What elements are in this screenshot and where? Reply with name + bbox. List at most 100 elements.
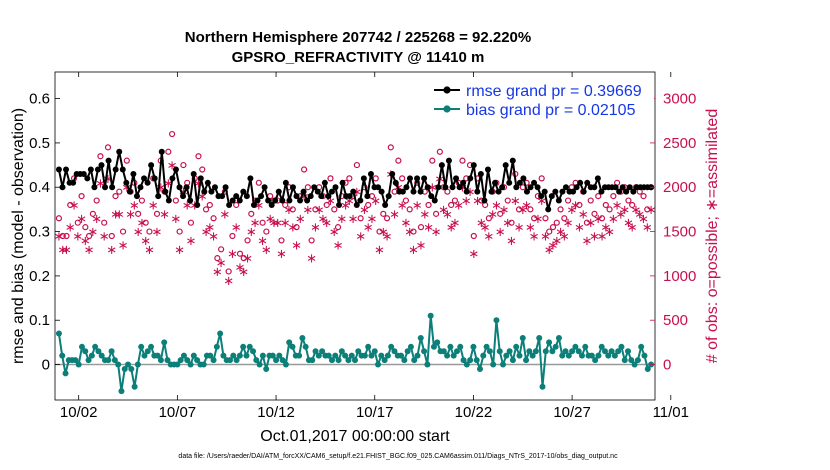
assimilated-obs-point: ∗ bbox=[174, 243, 185, 258]
bias-point bbox=[299, 334, 306, 341]
bias-point bbox=[213, 343, 220, 350]
bias-point bbox=[59, 352, 66, 359]
rmse-point bbox=[102, 184, 109, 191]
possible-obs-point bbox=[353, 161, 360, 169]
x-tick-label: 10/02 bbox=[60, 404, 98, 421]
rmse-point bbox=[612, 184, 619, 191]
assimilated-obs-point: ∗ bbox=[363, 221, 374, 236]
assimilated-obs-point: ∗ bbox=[378, 225, 389, 240]
possible-obs-point bbox=[602, 201, 609, 209]
bias-point bbox=[375, 361, 382, 368]
possible-obs-point bbox=[176, 228, 183, 235]
rmse-point bbox=[162, 188, 169, 195]
possible-obs-point bbox=[199, 166, 206, 173]
bias-point bbox=[342, 352, 349, 359]
bias-point bbox=[644, 365, 651, 372]
assimilated-obs-point: ∗ bbox=[261, 243, 272, 258]
bias-point bbox=[296, 352, 303, 359]
assimilated-obs-point: ∗ bbox=[389, 207, 400, 222]
assimilated-obs-point: ∗ bbox=[355, 230, 366, 245]
assimilated-obs-point: ∗ bbox=[457, 181, 468, 196]
rmse-point bbox=[176, 184, 183, 191]
bias-point bbox=[611, 352, 618, 359]
possible-obs-point bbox=[82, 224, 89, 231]
possible-obs-point bbox=[165, 148, 172, 155]
bias-point bbox=[141, 352, 148, 359]
bias-point bbox=[562, 348, 569, 355]
possible-obs-point bbox=[383, 215, 391, 222]
bias-point bbox=[365, 343, 372, 350]
assimilated-obs-point: ∗ bbox=[604, 225, 615, 240]
possible-obs-point bbox=[561, 215, 568, 222]
assimilated-obs-point: ∗ bbox=[615, 207, 626, 222]
bias-point bbox=[391, 348, 398, 355]
bias-point bbox=[210, 357, 217, 364]
rmse-point bbox=[219, 193, 226, 200]
assimilated-obs-point: ∗ bbox=[216, 256, 227, 271]
bias-point bbox=[565, 352, 572, 359]
rmse-point bbox=[410, 188, 417, 195]
bias-point bbox=[131, 383, 138, 390]
bias-point bbox=[85, 357, 92, 364]
possible-obs-point bbox=[515, 206, 523, 213]
possible-obs-point bbox=[380, 210, 387, 217]
bias-point bbox=[631, 361, 638, 368]
bias-point bbox=[256, 361, 263, 368]
assimilated-obs-point: ∗ bbox=[91, 212, 102, 227]
bias-point bbox=[180, 352, 187, 359]
rmse-point bbox=[591, 184, 598, 191]
assimilated-obs-point: ∗ bbox=[427, 181, 438, 196]
rmse-point bbox=[286, 197, 293, 204]
assimilated-obs-point: ∗ bbox=[242, 252, 253, 267]
assimilated-obs-point: ∗ bbox=[291, 238, 302, 253]
possible-obs-point bbox=[214, 255, 221, 262]
assimilated-obs-point: ∗ bbox=[581, 234, 592, 249]
assimilated-obs-point: ∗ bbox=[87, 225, 98, 240]
rmse-point bbox=[506, 179, 513, 186]
rmse-point bbox=[562, 184, 569, 191]
possible-obs-point bbox=[206, 201, 213, 209]
possible-obs-point bbox=[218, 246, 225, 253]
assimilated-obs-point: ∗ bbox=[314, 203, 325, 218]
bias-point bbox=[411, 357, 418, 364]
rmse-point bbox=[321, 179, 328, 186]
assimilated-obs-point: ∗ bbox=[284, 203, 295, 218]
assimilated-obs-point: ∗ bbox=[201, 225, 212, 240]
possible-obs-point bbox=[387, 144, 394, 151]
rmse-point bbox=[623, 188, 630, 195]
bias-point bbox=[279, 357, 286, 364]
rmse-point bbox=[570, 188, 577, 195]
x-tick-label: 10/12 bbox=[257, 404, 295, 421]
possible-obs-point bbox=[598, 215, 606, 222]
bias-point bbox=[348, 352, 355, 359]
bias-point bbox=[490, 361, 497, 368]
rmse-point bbox=[364, 193, 371, 200]
bias-point bbox=[92, 343, 99, 350]
possible-obs-point bbox=[55, 215, 63, 222]
legend-box bbox=[428, 80, 654, 120]
rmse-point bbox=[531, 179, 538, 186]
assimilated-obs-point: ∗ bbox=[208, 230, 219, 245]
rmse-point bbox=[470, 162, 477, 169]
rmse-point bbox=[474, 188, 481, 195]
bias-point bbox=[289, 343, 296, 350]
assimilated-obs-point: ∗ bbox=[642, 221, 653, 236]
assimilated-obs-point: ∗ bbox=[483, 230, 494, 245]
rmse-point bbox=[378, 188, 385, 195]
rmse-point bbox=[616, 188, 623, 195]
rmse-point bbox=[548, 193, 555, 200]
bias-point bbox=[625, 348, 632, 355]
bias-point bbox=[164, 357, 171, 364]
rmse-point bbox=[463, 188, 470, 195]
y-axis: 0 0.1 0.2 0.3 0.4 0.5 0.6 bbox=[29, 91, 60, 374]
rmse-point bbox=[158, 148, 165, 155]
assimilated-obs-point: ∗ bbox=[578, 207, 589, 222]
bias-point bbox=[398, 352, 405, 359]
possible-obs-point bbox=[304, 184, 311, 191]
assimilated-obs-point: ∗ bbox=[627, 221, 638, 236]
rmse-point bbox=[311, 184, 318, 191]
possible-obs-point bbox=[236, 250, 244, 257]
bias-point bbox=[608, 348, 615, 355]
possible-obs-point bbox=[233, 201, 240, 209]
assimilated-obs-point: ∗ bbox=[487, 207, 498, 222]
